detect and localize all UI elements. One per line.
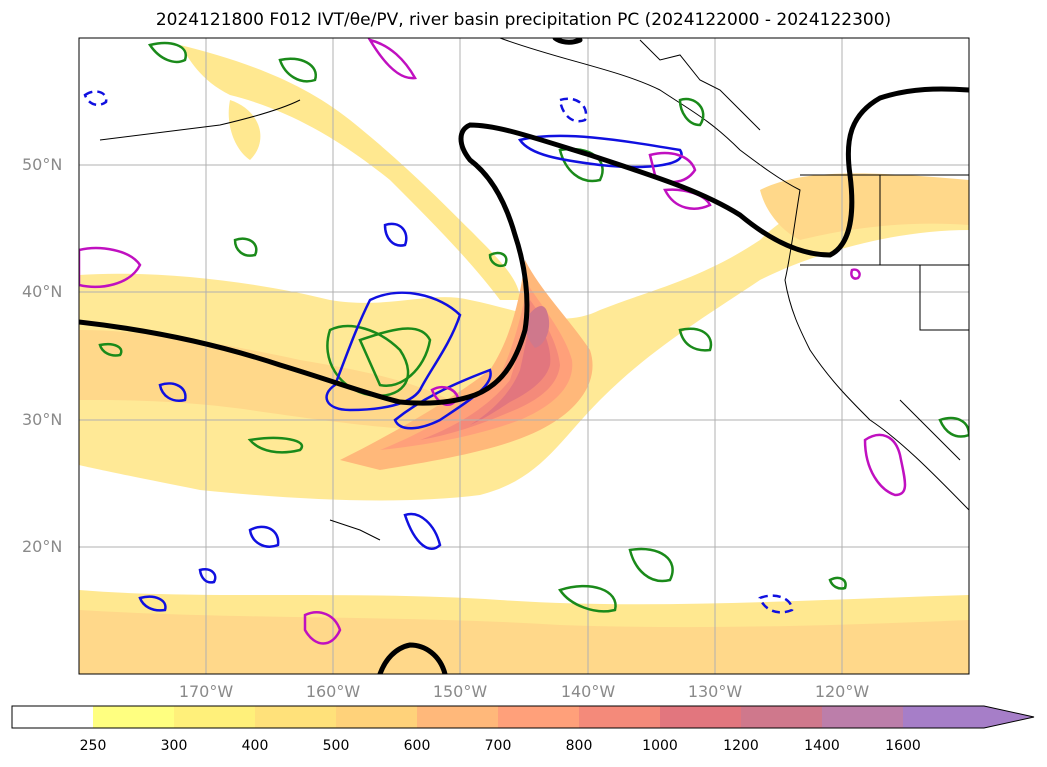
- colorbar-label-1600: 1600: [885, 738, 921, 754]
- colorbar-bin-1200: [741, 706, 822, 728]
- colorbar-bin-700: [498, 706, 579, 728]
- colorbar-label-800: 800: [565, 738, 593, 754]
- colorbar-extend-arrow: [984, 706, 1034, 728]
- theta-e-contours: [98, 41, 969, 613]
- ivt-threshold-contours: [79, 38, 969, 674]
- colorbar-label-600: 600: [403, 738, 431, 754]
- lat-label-30n: 30°N: [22, 410, 63, 429]
- colorbar-bin-300: [174, 706, 255, 728]
- colorbar-bin-1400: [822, 706, 903, 728]
- map-frame: [78, 37, 970, 675]
- colorbar-bin-600: [417, 706, 498, 728]
- lat-label-40n: 40°N: [22, 282, 63, 301]
- map-plot-area: [79, 38, 969, 674]
- pv-contours: [83, 90, 794, 614]
- colorbar-bin-400: [255, 706, 336, 728]
- colorbar-label-300: 300: [160, 738, 188, 754]
- colorbar-label-700: 700: [484, 738, 512, 754]
- colorbar-label-1200: 1200: [723, 738, 759, 754]
- colorbar-label-1400: 1400: [804, 738, 840, 754]
- graticule: [79, 38, 969, 674]
- colorbar-label-250: 250: [79, 738, 107, 754]
- colorbar-label-400: 400: [241, 738, 269, 754]
- colorbar-bin-800: [579, 706, 660, 728]
- lon-label-130w: 130°W: [687, 682, 743, 701]
- colorbar: [11, 705, 1035, 729]
- lat-label-50n: 50°N: [22, 155, 63, 174]
- coastlines: [99, 38, 969, 541]
- colorbar-bin-lt250: [12, 706, 93, 728]
- pv-magenta-contours: [79, 38, 907, 645]
- ivt-shading: [79, 45, 969, 674]
- colorbar-label-500: 500: [322, 738, 350, 754]
- colorbar-bin-250: [93, 706, 174, 728]
- colorbar-bin-1600: [903, 706, 984, 728]
- lon-label-140w: 140°W: [560, 682, 616, 701]
- lat-label-20n: 20°N: [22, 537, 63, 556]
- lon-label-120w: 120°W: [814, 682, 870, 701]
- lon-label-170w: 170°W: [178, 682, 234, 701]
- lon-label-160w: 160°W: [305, 682, 361, 701]
- colorbar-label-1000: 1000: [642, 738, 678, 754]
- colorbar-outline: [11, 705, 1035, 729]
- lon-label-150w: 150°W: [432, 682, 488, 701]
- colorbar-bin-1000: [660, 706, 741, 728]
- colorbar-bin-500: [336, 706, 417, 728]
- map-title: 2024121800 F012 IVT/θe/PV, river basin p…: [155, 10, 892, 30]
